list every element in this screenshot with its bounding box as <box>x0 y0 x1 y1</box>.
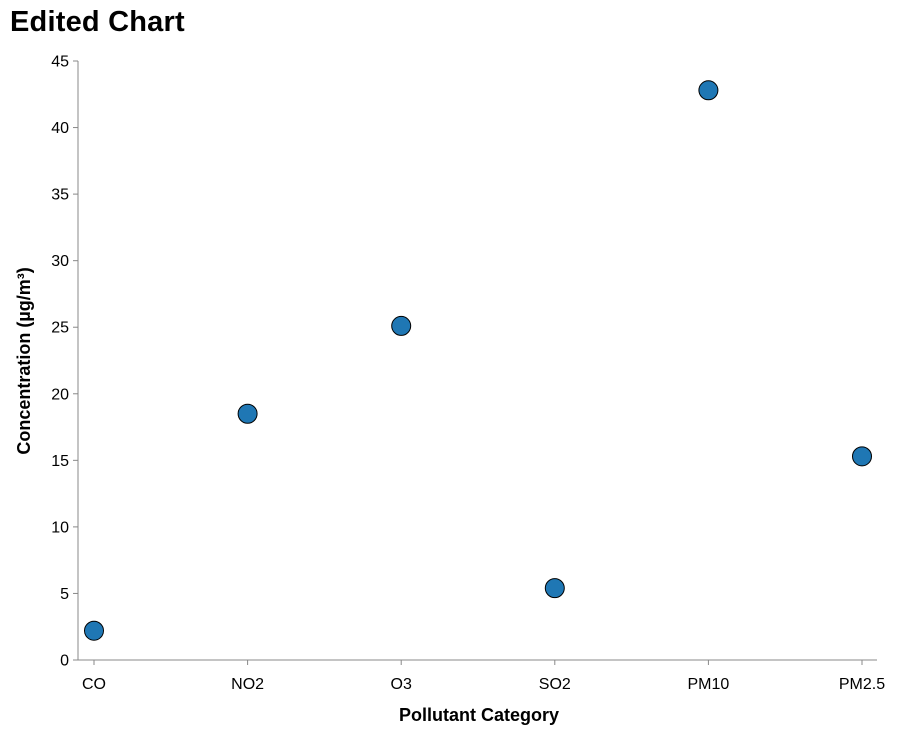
y-tick-label: 10 <box>51 519 69 536</box>
data-point <box>698 80 719 101</box>
x-tick-label: O3 <box>391 676 412 693</box>
y-tick-label: 30 <box>51 253 69 270</box>
data-point <box>84 620 104 641</box>
x-tick-label: SO2 <box>539 676 571 693</box>
x-tick-label: PM10 <box>688 676 730 693</box>
y-tick-label: 5 <box>60 586 69 603</box>
y-tick-label: 0 <box>60 653 69 670</box>
data-points <box>84 80 872 641</box>
y-tick-label: 45 <box>51 54 69 71</box>
x-tick-label: CO <box>82 676 106 693</box>
data-point <box>237 403 258 424</box>
data-point <box>544 578 565 599</box>
data-point <box>852 446 872 467</box>
y-tick-label: 25 <box>51 320 69 337</box>
x-tick-label: PM2.5 <box>839 676 885 693</box>
y-tick-label: 20 <box>51 386 69 403</box>
x-tick-label: NO2 <box>231 676 264 693</box>
x-axis: CO NO2 O3 SO2 PM10 PM2.5 <box>78 659 885 693</box>
y-tick-label: 35 <box>51 187 69 204</box>
data-point <box>391 315 412 336</box>
y-tick-label: 40 <box>51 120 69 137</box>
y-tick-label: 15 <box>51 453 69 470</box>
chart-title: Edited Chart <box>10 6 185 38</box>
x-axis-title: Pollutant Category <box>399 705 559 725</box>
y-axis-title: Concentration (µg/m³) <box>14 267 34 454</box>
y-axis: 0 5 10 15 20 25 30 35 40 45 <box>51 54 79 670</box>
